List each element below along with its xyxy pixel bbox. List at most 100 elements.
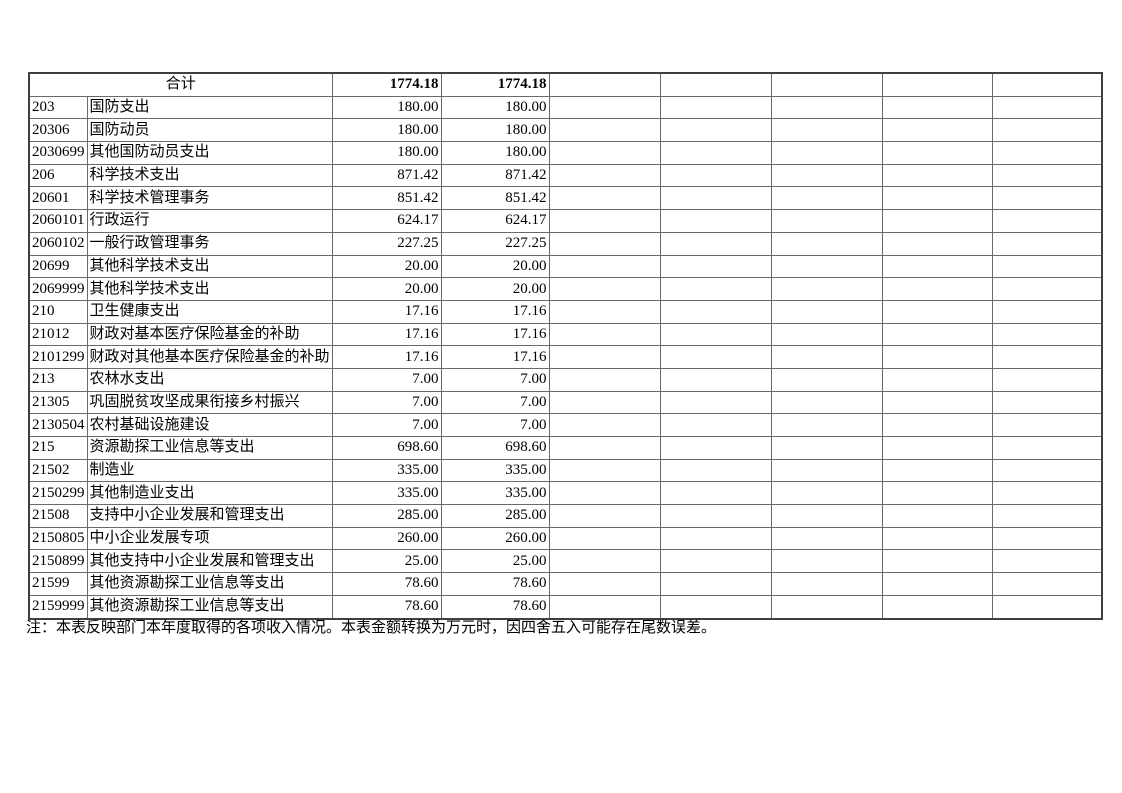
desc-cell: 科学技术管理事务 [86, 186, 333, 211]
code-cell: 2030699 [28, 141, 88, 165]
code-cell: 20306 [28, 118, 88, 143]
desc-cell: 农林水支出 [86, 367, 333, 392]
table-row: 210 卫生健康支出 17.16 17.16 [28, 299, 1103, 324]
table-row: 2150805 中小企业发展专项 260.00 260.00 [28, 526, 1103, 551]
empty-cell [548, 436, 661, 460]
desc-cell: 其他科学技术支出 [86, 254, 333, 279]
code-cell: 2130504 [28, 413, 88, 437]
empty-cell [659, 413, 772, 437]
empty-cell [659, 458, 772, 483]
desc-cell: 制造业 [86, 458, 333, 483]
code-cell: 203 [28, 95, 88, 120]
value2-cell: 871.42 [440, 163, 550, 188]
value1-cell: 78.60 [331, 594, 442, 620]
value1-cell: 7.00 [331, 390, 442, 415]
code-cell: 2150805 [28, 526, 88, 551]
empty-cell [991, 254, 1103, 279]
value2-cell: 17.16 [440, 345, 550, 369]
code-cell: 21012 [28, 322, 88, 347]
code-cell: 2159999 [28, 594, 88, 620]
empty-cell [881, 163, 993, 188]
code-cell: 2150299 [28, 481, 88, 506]
code-cell: 210 [28, 299, 88, 324]
value1-cell: 180.00 [331, 118, 442, 143]
table-row: 215 资源勘探工业信息等支出 698.60 698.60 [28, 436, 1103, 460]
empty-cell [548, 367, 661, 392]
table-row: 21502 制造业 335.00 335.00 [28, 458, 1103, 483]
empty-cell [770, 594, 883, 620]
empty-cell [881, 209, 993, 233]
empty-cell [548, 322, 661, 347]
table-row: 2101299 财政对其他基本医疗保险基金的补助 17.16 17.16 [28, 345, 1103, 369]
empty-cell [881, 72, 993, 97]
value1-cell: 180.00 [331, 141, 442, 165]
value2-cell: 78.60 [440, 572, 550, 596]
value2-cell: 17.16 [440, 322, 550, 347]
empty-cell [991, 118, 1103, 143]
empty-cell [881, 95, 993, 120]
desc-cell: 一般行政管理事务 [86, 231, 333, 256]
empty-cell [770, 299, 883, 324]
empty-cell [659, 345, 772, 369]
empty-cell [770, 526, 883, 551]
value2-cell: 698.60 [440, 436, 550, 460]
empty-cell [881, 594, 993, 620]
empty-cell [659, 209, 772, 233]
empty-cell [548, 254, 661, 279]
empty-cell [659, 367, 772, 392]
empty-cell [991, 277, 1103, 301]
empty-cell [659, 277, 772, 301]
empty-cell [770, 345, 883, 369]
total-label-cell: 合计 [28, 72, 333, 97]
empty-cell [991, 390, 1103, 415]
empty-cell [770, 118, 883, 143]
empty-cell [659, 594, 772, 620]
table-row: 20601 科学技术管理事务 851.42 851.42 [28, 186, 1103, 211]
empty-cell [659, 436, 772, 460]
table-row: 21599 其他资源勘探工业信息等支出 78.60 78.60 [28, 572, 1103, 596]
code-cell: 215 [28, 436, 88, 460]
empty-cell [881, 390, 993, 415]
empty-cell [548, 504, 661, 528]
empty-cell [659, 390, 772, 415]
empty-cell [881, 504, 993, 528]
empty-cell [991, 186, 1103, 211]
value1-cell: 17.16 [331, 322, 442, 347]
empty-cell [991, 549, 1103, 574]
empty-cell [770, 95, 883, 120]
value1-cell: 17.16 [331, 299, 442, 324]
total-row: 合计 1774.18 1774.18 [28, 72, 1103, 97]
empty-cell [881, 118, 993, 143]
value1-cell: 78.60 [331, 572, 442, 596]
empty-cell [770, 458, 883, 483]
empty-cell [659, 504, 772, 528]
value1-cell: 624.17 [331, 209, 442, 233]
table-row: 20306 国防动员 180.00 180.00 [28, 118, 1103, 143]
value1-cell: 7.00 [331, 413, 442, 437]
value1-cell: 180.00 [331, 95, 442, 120]
empty-cell [881, 458, 993, 483]
empty-cell [770, 163, 883, 188]
empty-cell [548, 526, 661, 551]
empty-cell [881, 367, 993, 392]
empty-cell [548, 481, 661, 506]
value2-cell: 227.25 [440, 231, 550, 256]
desc-cell: 中小企业发展专项 [86, 526, 333, 551]
empty-cell [548, 277, 661, 301]
desc-cell: 财政对其他基本医疗保险基金的补助 [86, 345, 333, 369]
empty-cell [881, 436, 993, 460]
code-cell: 20699 [28, 254, 88, 279]
empty-cell [881, 186, 993, 211]
empty-cell [991, 504, 1103, 528]
table-row: 21012 财政对基本医疗保险基金的补助 17.16 17.16 [28, 322, 1103, 347]
value1-cell: 25.00 [331, 549, 442, 574]
value2-cell: 624.17 [440, 209, 550, 233]
value2-cell: 335.00 [440, 458, 550, 483]
value1-cell: 698.60 [331, 436, 442, 460]
code-cell: 20601 [28, 186, 88, 211]
empty-cell [991, 526, 1103, 551]
empty-cell [548, 390, 661, 415]
desc-cell: 资源勘探工业信息等支出 [86, 436, 333, 460]
empty-cell [548, 299, 661, 324]
table-row: 2060101 行政运行 624.17 624.17 [28, 209, 1103, 233]
